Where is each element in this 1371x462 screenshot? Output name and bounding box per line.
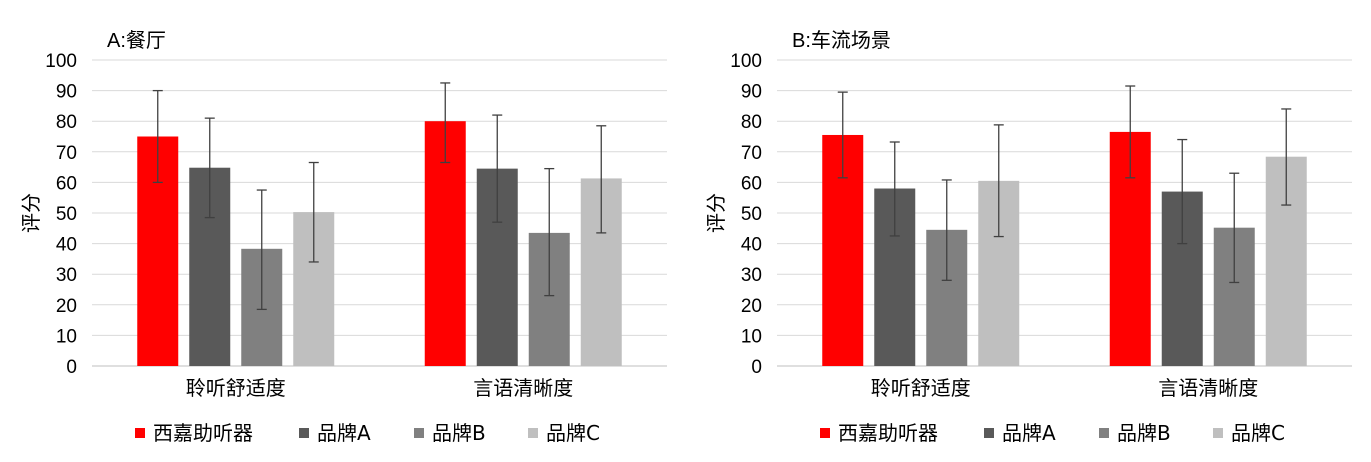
legend-swatch — [820, 428, 830, 438]
y-tick-label: 20 — [56, 296, 77, 317]
x-category-label: 言语清晰度 — [1158, 376, 1258, 400]
y-tick-label: 40 — [741, 235, 762, 256]
y-tick-label: 50 — [741, 204, 762, 225]
y-tick-label: 30 — [56, 265, 77, 286]
x-category-label: 言语清晰度 — [473, 376, 573, 400]
y-tick-label: 0 — [751, 357, 762, 378]
y-tick-label: 70 — [56, 143, 77, 164]
y-tick-label: 20 — [741, 296, 762, 317]
x-category-label: 聆听舒适度 — [871, 376, 971, 400]
legend-label: 西嘉助听器 — [838, 421, 938, 445]
chart-panel-traffic: B:车流场景 0 10 20 30 40 50 60 70 80 90 100 评分聆听舒适度 言语清晰度… — [685, 0, 1365, 462]
y-tick-label: 10 — [56, 326, 77, 347]
y-axis-label: 评分 — [19, 193, 43, 233]
y-tick-label: 30 — [741, 265, 762, 286]
y-tick-label: 90 — [741, 82, 762, 103]
y-tick-label: 40 — [56, 235, 77, 256]
chart-title: B:车流场景 — [792, 29, 891, 52]
y-tick-label: 0 — [66, 357, 77, 378]
y-tick-label: 100 — [45, 51, 77, 72]
legend-label: 品牌B — [432, 421, 486, 445]
y-tick-label: 10 — [741, 326, 762, 347]
legend-swatch — [414, 428, 424, 438]
chart-title: A:餐厅 — [107, 29, 166, 52]
legend-swatch — [528, 428, 538, 438]
y-tick-label: 50 — [56, 204, 77, 225]
y-tick-label: 80 — [56, 112, 77, 133]
legend-swatch — [984, 428, 994, 438]
legend-label: 品牌A — [1002, 421, 1056, 445]
legend-swatch — [135, 428, 145, 438]
legend-label: 品牌B — [1117, 421, 1171, 445]
legend-swatch — [1213, 428, 1223, 438]
y-tick-label: 100 — [730, 51, 762, 72]
legend-label: 品牌C — [546, 421, 600, 445]
legend-swatch — [1099, 428, 1109, 438]
x-category-label: 聆听舒适度 — [186, 376, 286, 400]
chart-panel-restaurant: A:餐厅 0 10 20 30 40 50 60 70 80 90 100 评分聆听舒适度 言语清晰度西嘉… — [0, 0, 680, 462]
y-tick-label: 60 — [741, 173, 762, 194]
legend-label: 品牌C — [1231, 421, 1285, 445]
y-tick-label: 80 — [741, 112, 762, 133]
y-tick-label: 60 — [56, 173, 77, 194]
legend-swatch — [299, 428, 309, 438]
y-tick-label: 90 — [56, 82, 77, 103]
legend-label: 品牌A — [317, 421, 371, 445]
legend-label: 西嘉助听器 — [153, 421, 253, 445]
y-tick-label: 70 — [741, 143, 762, 164]
y-axis-label: 评分 — [704, 193, 728, 233]
